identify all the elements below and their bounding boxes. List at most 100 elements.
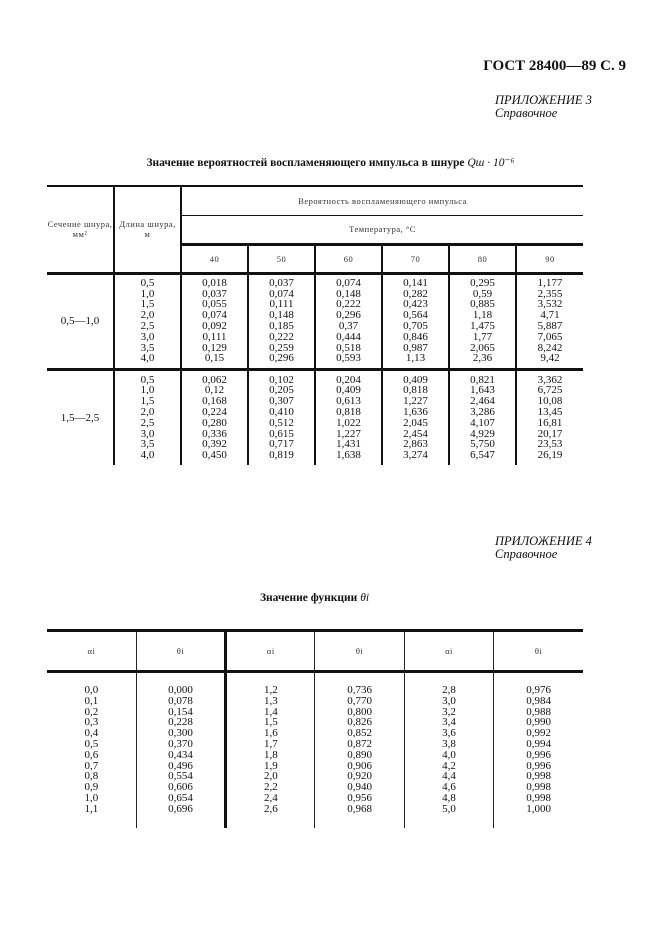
probability-value: 2,355 [537, 287, 563, 300]
appendix-4-type: Справочное [495, 547, 558, 561]
theta-value: 0,300 [168, 727, 193, 740]
temperature-header: 80 [448, 244, 516, 273]
probability-value: 3,532 [537, 298, 563, 311]
probability-value: 16,81 [537, 416, 563, 429]
alpha-value: 1,4 [263, 705, 278, 718]
probability-value: 0,307 [269, 395, 294, 408]
length-value: 1,5 [140, 298, 155, 311]
probability-value: 0,444 [336, 330, 361, 343]
theta-header: θi [314, 630, 405, 672]
alpha-value: 1,1 [84, 802, 99, 815]
probability-value: 20,17 [537, 427, 563, 440]
theta-column: 0,000 0,078 0,154 0,228 0,300 0,370 0,434 0,496… [135, 671, 226, 828]
probability-value: 0,148 [269, 309, 294, 322]
probability-value: 0,885 [470, 298, 495, 311]
theta-value: 0,996 [526, 748, 551, 761]
alpha-value: 1,0 [84, 791, 99, 804]
probability-value: 0,37 [338, 320, 359, 332]
alpha-value: 2,0 [263, 770, 278, 783]
table2-title-symbol: θi [360, 592, 370, 604]
alpha-value: 0,1 [84, 694, 99, 707]
probability-value: 1,18 [472, 309, 493, 322]
probability-value: 5,750 [470, 438, 495, 451]
alpha-value: 4,6 [442, 781, 456, 794]
temperature-header: 60 [314, 244, 382, 273]
table2-title: Значение функции θi [0, 592, 645, 604]
probability-value: 0,518 [336, 341, 361, 354]
probability-value: 7,065 [537, 330, 563, 343]
probability-value: 0,141 [403, 276, 428, 289]
probability-value: 0,705 [403, 320, 428, 332]
theta-value: 0,906 [347, 759, 373, 772]
probability-value: 4,71 [540, 309, 560, 322]
theta-value: 0,654 [168, 791, 193, 804]
probability-value: 0,037 [269, 276, 294, 289]
probability-value: 0,717 [269, 438, 294, 451]
probability-value: 0,450 [202, 449, 227, 462]
theta-value: 0,078 [168, 694, 193, 707]
probability-value: 2,065 [470, 341, 495, 354]
header-length: Длина шнура, м [113, 186, 181, 273]
probability-value: 26,19 [537, 449, 563, 462]
alpha-value: 3,8 [442, 737, 456, 750]
probability-value: 3,286 [470, 405, 495, 418]
probability-value: 0,074 [336, 276, 361, 289]
probability-value: 3,274 [403, 449, 428, 462]
probability-cell: 0,037 0,074 0,111 0,148 0,185 0,222 0,259 0,296 [247, 273, 315, 369]
probability-value: 0,055 [202, 298, 227, 311]
probability-value: 1,177 [537, 276, 563, 289]
length-value: 2,0 [140, 405, 155, 418]
probability-value: 0,222 [269, 330, 294, 343]
theta-value: 1,000 [526, 802, 551, 815]
theta-value: 0,606 [168, 781, 193, 794]
theta-value: 0,228 [168, 716, 193, 729]
probability-value: 0,564 [403, 309, 428, 322]
probability-value: 0,129 [202, 341, 227, 354]
probability-value: 0,59 [472, 287, 493, 300]
header-probability: Вероятность воспламеняющего импульса [179, 186, 584, 216]
theta-value: 0,992 [526, 727, 551, 740]
probability-value: 0,615 [269, 427, 294, 440]
probability-value: 2,863 [403, 438, 428, 451]
theta-value: 0,998 [526, 770, 551, 783]
table-row: 1,5—2,5 0,5 1,0 1,5 2,0 2,5 3,0 3,5 4,0 0,062 0,12… [47, 369, 584, 465]
theta-header: θi [493, 630, 583, 672]
theta-value: 0,998 [526, 781, 551, 794]
theta-value: 0,736 [347, 684, 373, 696]
length-value: 1,5 [140, 395, 155, 408]
appendix-3-label: ПРИЛОЖЕНИЕ 3 [495, 93, 592, 107]
appendix-4-label: ПРИЛОЖЕНИЕ 4 [495, 534, 592, 548]
probability-value: 0,111 [269, 298, 294, 311]
length-value: 3,5 [140, 438, 155, 451]
section-cell: 0,5—1,0 [60, 315, 100, 327]
length-value: 2,5 [140, 320, 155, 332]
theta-value: 0,770 [347, 694, 373, 707]
length-value: 0,5 [140, 276, 155, 289]
probability-value: 0,987 [403, 341, 428, 354]
length-value: 0,5 [140, 373, 155, 386]
probability-value: 0,818 [403, 384, 428, 397]
probability-value: 0,336 [202, 427, 227, 440]
alpha-column: 2,8 3,0 3,2 3,4 3,6 3,8 4,0 4,2 4,4 4,6 4,8 5,0 [403, 671, 494, 828]
alpha-value: 0,5 [84, 737, 99, 750]
probability-value: 0,185 [269, 320, 294, 332]
alpha-header: αi [87, 646, 96, 656]
length-value: 1,0 [140, 287, 155, 300]
table1-title: Значение вероятностей воспламеняющего им… [0, 155, 661, 169]
length-cell: 0,5 1,0 1,5 2,0 2,5 3,0 3,5 4,0 [113, 273, 181, 369]
alpha-value: 2,6 [263, 802, 278, 815]
probability-cell: 0,409 0,818 1,227 1,636 2,045 2,454 2,863 3,274 [381, 369, 449, 465]
probability-value: 0,819 [269, 449, 294, 462]
probability-value: 0,512 [269, 416, 294, 429]
alpha-value: 0,4 [84, 727, 99, 740]
probability-value: 0,102 [269, 373, 294, 386]
probability-value: 8,242 [537, 341, 563, 354]
probability-value: 1,77 [472, 330, 493, 343]
length-value: 3,5 [140, 341, 155, 354]
length-value: 3,0 [140, 330, 155, 343]
probability-value: 5,887 [537, 320, 563, 332]
probability-value: 0,074 [202, 309, 227, 322]
probability-value: 0,037 [202, 287, 227, 300]
probability-value: 0,295 [470, 276, 495, 289]
alpha-value: 3,0 [442, 694, 456, 707]
